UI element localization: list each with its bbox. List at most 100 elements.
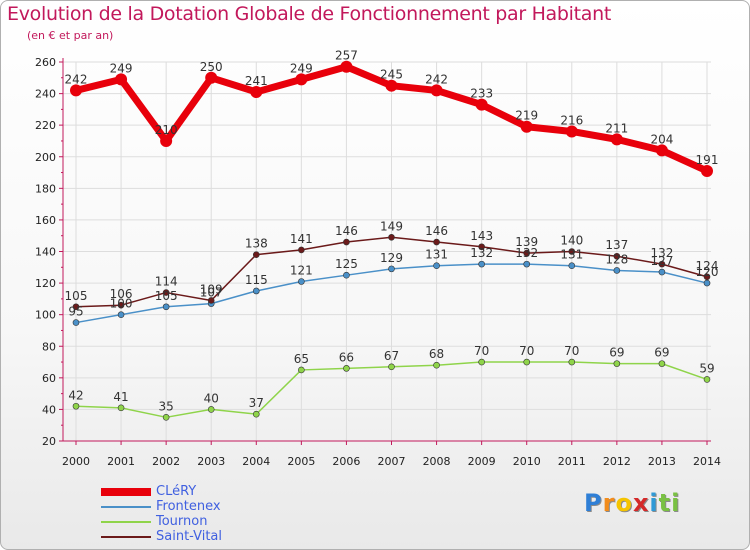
data-label: 132 [515, 246, 538, 260]
data-label: 139 [515, 235, 538, 249]
data-point [70, 84, 82, 97]
x-tick-label: 2000 [62, 455, 90, 468]
legend-item-clery[interactable]: CLéRY [101, 484, 301, 500]
data-point [162, 289, 170, 296]
data-label: 211 [605, 121, 628, 135]
series-layer [70, 60, 713, 421]
x-tick-label: 2011 [558, 455, 586, 468]
legend-item-saint-vital[interactable]: Saint-Vital [101, 529, 301, 545]
x-tick-label: 2010 [513, 455, 541, 468]
x-tick-label: 2003 [197, 455, 225, 468]
data-label: 140 [560, 234, 583, 248]
x-tick-label: 2005 [287, 455, 315, 468]
data-point [523, 249, 531, 257]
data-label: 242 [65, 72, 88, 86]
legend-item-frontenex[interactable]: Frontenex [101, 499, 301, 515]
legend-swatch-saint-vital [101, 536, 151, 538]
data-point [433, 262, 440, 270]
data-label: 66 [339, 350, 354, 364]
data-label: 106 [110, 287, 133, 301]
logo-letter: r [602, 489, 616, 517]
x-tick-label: 2007 [378, 455, 406, 468]
data-point [385, 79, 398, 92]
data-label: 245 [380, 68, 403, 82]
y-tick-label: 260 [35, 56, 56, 69]
legend-item-tournon[interactable]: Tournon [101, 514, 301, 530]
data-label: 124 [696, 259, 719, 273]
data-point [252, 287, 260, 295]
data-label: 68 [429, 347, 444, 361]
data-point [117, 301, 125, 309]
y-tick-label: 220 [35, 119, 56, 132]
y-tick-label: 120 [35, 277, 56, 290]
data-label: 69 [654, 346, 669, 360]
data-point [658, 360, 666, 367]
data-point [430, 84, 443, 97]
x-tick-label: 2004 [242, 455, 270, 468]
legend-label-frontenex: Frontenex [156, 499, 221, 514]
legend-label-tournon: Tournon [156, 514, 208, 529]
grid-lines [63, 61, 711, 442]
y-tick-label: 140 [35, 246, 56, 259]
legend-label-clery: CLéRY [156, 484, 197, 499]
data-point [207, 406, 215, 413]
data-label: 67 [384, 349, 399, 363]
data-label: 105 [65, 289, 88, 303]
data-point [117, 311, 125, 318]
data-point [72, 303, 80, 311]
data-label: 109 [200, 282, 223, 296]
data-label: 131 [560, 248, 583, 262]
x-tick-label: 2001 [107, 455, 135, 468]
y-tick-label: 240 [35, 88, 56, 101]
data-point [252, 410, 260, 418]
data-point [613, 252, 621, 260]
data-label: 129 [380, 251, 403, 265]
data-label: 242 [425, 72, 448, 86]
data-point [478, 358, 485, 366]
logo-letter: x [632, 489, 650, 517]
data-label: 127 [650, 254, 673, 268]
data-label: 249 [110, 61, 133, 75]
proxiti-logo: Proxiti [584, 489, 680, 517]
x-tick-label: 2008 [423, 455, 451, 468]
data-label: 141 [290, 232, 313, 246]
y-tick-label: 40 [42, 403, 56, 416]
data-point [340, 60, 353, 73]
data-point [433, 238, 440, 246]
data-label: 143 [470, 229, 493, 243]
data-label: 95 [68, 305, 83, 319]
y-tick-label: 200 [35, 151, 56, 164]
data-point [205, 71, 218, 84]
data-label: 204 [650, 132, 673, 146]
data-label: 257 [335, 49, 358, 63]
data-point [655, 144, 668, 157]
data-label: 191 [696, 153, 719, 167]
data-label: 210 [155, 123, 178, 137]
data-point [117, 404, 125, 412]
data-label: 132 [470, 246, 493, 260]
legend-swatch-frontenex [101, 506, 151, 508]
x-tick-label: 2014 [693, 455, 721, 468]
data-point [610, 133, 623, 146]
data-label: 146 [335, 224, 358, 238]
data-point [343, 365, 350, 372]
data-point [162, 414, 170, 421]
y-tick-label: 60 [42, 372, 56, 385]
data-point [207, 297, 215, 304]
logo-letter: i [671, 489, 681, 517]
data-label: 40 [204, 391, 219, 405]
data-point [388, 363, 395, 371]
data-label: 105 [155, 289, 178, 303]
legend-label-saint-vital: Saint-Vital [156, 529, 222, 544]
data-label: 115 [245, 273, 268, 287]
data-point [160, 134, 173, 147]
data-label: 69 [609, 346, 624, 360]
y-tick-label: 20 [42, 435, 56, 448]
data-label: 70 [564, 344, 579, 358]
data-label: 249 [290, 61, 313, 75]
chart-title: Evolution de la Dotation Globale de Fonc… [7, 3, 612, 25]
data-point [568, 358, 576, 366]
data-label: 114 [155, 275, 178, 289]
